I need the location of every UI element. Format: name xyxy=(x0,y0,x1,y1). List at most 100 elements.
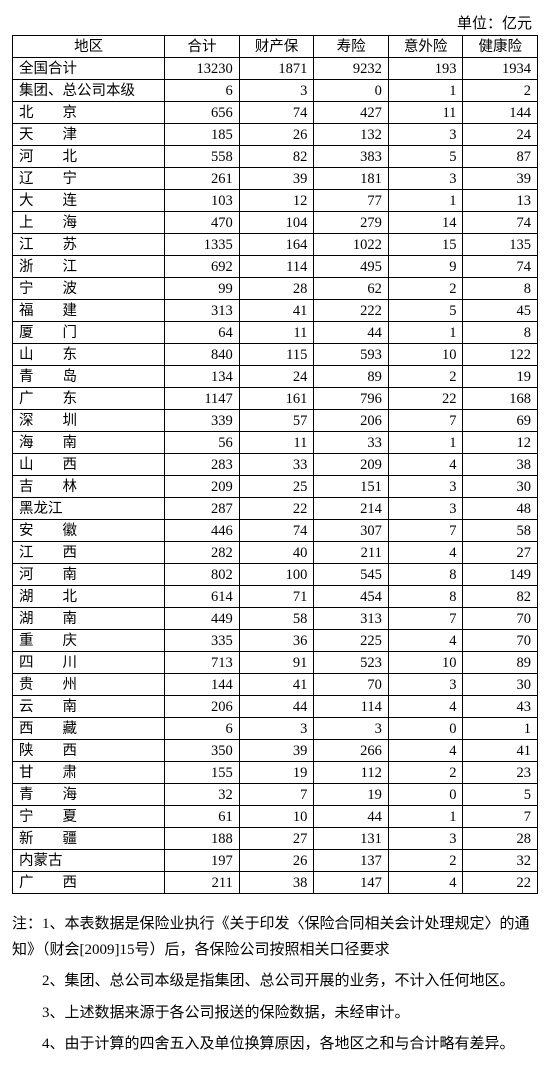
cell-value: 57 xyxy=(239,410,314,432)
cell-region: 山 西 xyxy=(13,454,165,476)
cell-value: 38 xyxy=(239,872,314,894)
cell-region: 海 南 xyxy=(13,432,165,454)
cell-region: 广 西 xyxy=(13,872,165,894)
cell-value: 266 xyxy=(314,740,389,762)
cell-value: 70 xyxy=(463,608,538,630)
table-row: 青 海3271905 xyxy=(13,784,538,806)
cell-value: 32 xyxy=(463,850,538,872)
cell-value: 103 xyxy=(165,190,240,212)
cell-value: 802 xyxy=(165,564,240,586)
cell-value: 41 xyxy=(463,740,538,762)
cell-value: 26 xyxy=(239,850,314,872)
cell-value: 11 xyxy=(239,432,314,454)
cell-value: 5 xyxy=(388,300,463,322)
cell-value: 11 xyxy=(388,102,463,124)
cell-region: 青 海 xyxy=(13,784,165,806)
table-row: 西 藏63301 xyxy=(13,718,538,740)
cell-value: 122 xyxy=(463,344,538,366)
table-row: 安 徽44674307758 xyxy=(13,520,538,542)
cell-value: 8 xyxy=(388,564,463,586)
cell-value: 1 xyxy=(388,432,463,454)
table-row: 辽 宁26139181339 xyxy=(13,168,538,190)
table-row: 福 建31341222545 xyxy=(13,300,538,322)
table-row: 全国合计13230187192321931934 xyxy=(13,58,538,80)
cell-value: 10 xyxy=(239,806,314,828)
cell-value: 656 xyxy=(165,102,240,124)
cell-value: 449 xyxy=(165,608,240,630)
cell-value: 114 xyxy=(239,256,314,278)
cell-value: 335 xyxy=(165,630,240,652)
cell-region: 四 川 xyxy=(13,652,165,674)
table-row: 天 津18526132324 xyxy=(13,124,538,146)
table-body: 全国合计13230187192321931934集团、总公司本级63012北 京… xyxy=(13,58,538,894)
cell-value: 58 xyxy=(239,608,314,630)
cell-value: 114 xyxy=(314,696,389,718)
cell-value: 222 xyxy=(314,300,389,322)
cell-region: 安 徽 xyxy=(13,520,165,542)
cell-value: 206 xyxy=(165,696,240,718)
table-row: 贵 州1444170330 xyxy=(13,674,538,696)
cell-value: 427 xyxy=(314,102,389,124)
cell-value: 3 xyxy=(388,674,463,696)
cell-region: 全国合计 xyxy=(13,58,165,80)
cell-value: 44 xyxy=(314,806,389,828)
cell-value: 38 xyxy=(463,454,538,476)
cell-region: 厦 门 xyxy=(13,322,165,344)
table-row: 湖 北61471454882 xyxy=(13,586,538,608)
cell-value: 3 xyxy=(239,80,314,102)
table-row: 四 川713915231089 xyxy=(13,652,538,674)
cell-value: 692 xyxy=(165,256,240,278)
cell-value: 3 xyxy=(388,498,463,520)
table-row: 宁 波99286228 xyxy=(13,278,538,300)
cell-value: 2 xyxy=(388,366,463,388)
table-row: 深 圳33957206769 xyxy=(13,410,538,432)
cell-value: 10 xyxy=(388,652,463,674)
cell-value: 4 xyxy=(388,542,463,564)
cell-value: 5 xyxy=(388,146,463,168)
cell-value: 7 xyxy=(388,608,463,630)
table-row: 重 庆33536225470 xyxy=(13,630,538,652)
cell-value: 27 xyxy=(239,828,314,850)
cell-value: 39 xyxy=(463,168,538,190)
cell-value: 44 xyxy=(239,696,314,718)
table-row: 广 东114716179622168 xyxy=(13,388,538,410)
cell-value: 30 xyxy=(463,476,538,498)
table-row: 河 北55882383587 xyxy=(13,146,538,168)
cell-value: 144 xyxy=(463,102,538,124)
cell-value: 19 xyxy=(314,784,389,806)
cell-region: 浙 江 xyxy=(13,256,165,278)
cell-value: 225 xyxy=(314,630,389,652)
cell-value: 12 xyxy=(239,190,314,212)
cell-value: 185 xyxy=(165,124,240,146)
cell-region: 宁 波 xyxy=(13,278,165,300)
cell-value: 30 xyxy=(463,674,538,696)
cell-region: 宁 夏 xyxy=(13,806,165,828)
cell-value: 6 xyxy=(165,718,240,740)
cell-value: 1 xyxy=(388,322,463,344)
cell-value: 135 xyxy=(463,234,538,256)
cell-value: 24 xyxy=(463,124,538,146)
cell-region: 山 东 xyxy=(13,344,165,366)
cell-value: 131 xyxy=(314,828,389,850)
cell-region: 上 海 xyxy=(13,212,165,234)
cell-value: 44 xyxy=(314,322,389,344)
cell-value: 4 xyxy=(388,740,463,762)
cell-value: 104 xyxy=(239,212,314,234)
table-row: 河 南8021005458149 xyxy=(13,564,538,586)
cell-region: 北 京 xyxy=(13,102,165,124)
table-row: 山 东84011559310122 xyxy=(13,344,538,366)
cell-value: 446 xyxy=(165,520,240,542)
cell-value: 796 xyxy=(314,388,389,410)
cell-region: 湖 南 xyxy=(13,608,165,630)
cell-value: 558 xyxy=(165,146,240,168)
cell-value: 2 xyxy=(388,762,463,784)
cell-value: 19 xyxy=(239,762,314,784)
cell-value: 14 xyxy=(388,212,463,234)
cell-value: 32 xyxy=(165,784,240,806)
cell-value: 82 xyxy=(463,586,538,608)
cell-value: 22 xyxy=(463,872,538,894)
cell-value: 132 xyxy=(314,124,389,146)
cell-value: 77 xyxy=(314,190,389,212)
table-row: 北 京6567442711144 xyxy=(13,102,538,124)
cell-value: 22 xyxy=(239,498,314,520)
